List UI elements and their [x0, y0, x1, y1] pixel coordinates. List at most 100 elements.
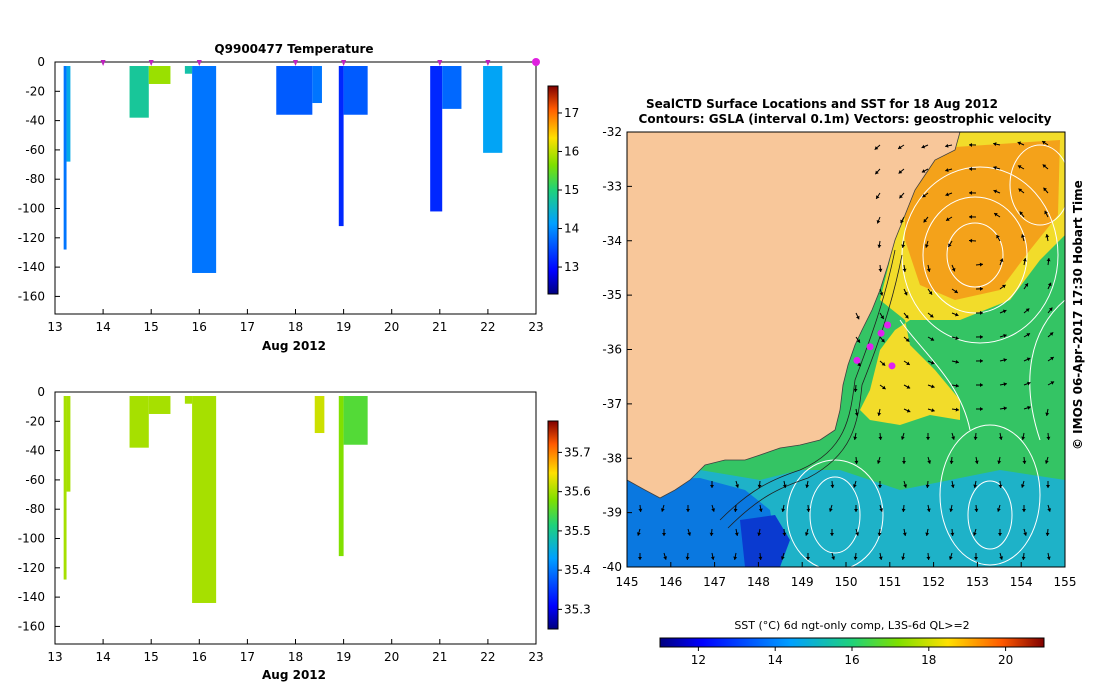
- velocity-arrowhead: [733, 508, 738, 512]
- profile-bar: [66, 396, 71, 492]
- velocity-arrowhead: [931, 408, 935, 413]
- velocity-arrowhead: [950, 532, 955, 536]
- y-tick-label: -140: [18, 590, 45, 604]
- colorbar-tick-label: 16: [564, 144, 579, 158]
- map-y-tick-label: -37: [602, 397, 622, 411]
- y-tick-label: -40: [25, 114, 45, 128]
- velocity-arrowhead: [660, 508, 665, 512]
- velocity-arrowhead: [955, 407, 959, 412]
- velocity-arrowhead: [1003, 333, 1007, 338]
- velocity-arrowhead: [878, 436, 883, 440]
- velocity-arrowhead: [1046, 485, 1050, 488]
- velocity-arrowhead: [879, 508, 884, 512]
- y-tick-label: -20: [25, 84, 45, 98]
- velocity-arrowhead: [806, 557, 810, 560]
- velocity-arrowhead: [1046, 436, 1051, 440]
- colorbar-tick-label: 35.6: [564, 485, 591, 499]
- profile-bar: [192, 66, 217, 273]
- profile-bar: [192, 396, 217, 603]
- salinity-colorbar-ticks: 35.3 35.4 35.5 35.6 35.7: [558, 445, 591, 616]
- seal-location-marker: [866, 343, 874, 351]
- map-y-tick-label: -36: [602, 343, 622, 357]
- station-marker: [437, 60, 443, 66]
- velocity-arrowhead: [687, 532, 692, 536]
- temperature-chart-title: Q9900477 Temperature: [214, 42, 373, 56]
- velocity-arrowhead: [880, 315, 884, 319]
- velocity-arrowhead: [998, 484, 1003, 488]
- velocity-arrowhead: [903, 484, 908, 488]
- map-x-tick-label: 147: [703, 575, 726, 589]
- x-tick-label: 13: [47, 320, 62, 334]
- velocity-arrowhead: [853, 556, 858, 560]
- map-y-tick-label: -32: [602, 125, 622, 139]
- velocity-arrowhead: [1025, 308, 1030, 312]
- velocity-arrowhead: [1020, 234, 1025, 238]
- colorbar-tick-label: 14: [564, 222, 579, 236]
- colorbar-tick-label: 35.7: [564, 445, 591, 459]
- velocity-arrowhead: [1049, 332, 1054, 336]
- velocity-arrowhead: [946, 217, 950, 221]
- velocity-arrowhead: [901, 556, 906, 560]
- temperature-colorbar-ticks: 13 14 15 16 17: [558, 106, 579, 274]
- velocity-arrowhead: [998, 533, 1002, 536]
- colorbar-tick-label: 35.4: [564, 563, 591, 577]
- y-tick-label: 0: [37, 55, 45, 69]
- velocity-arrowhead: [805, 484, 810, 488]
- station-marker: [341, 60, 347, 66]
- velocity-arrowhead: [782, 532, 787, 536]
- map-side-label: © IMOS 06-Apr-2017 17:30 Hobart Time: [1071, 180, 1085, 450]
- velocity-arrowhead: [1043, 187, 1047, 192]
- y-tick-label: -160: [18, 289, 45, 303]
- sst-colorbar-tick-label: 12: [691, 653, 706, 667]
- map-x-tick-label: 154: [1010, 575, 1033, 589]
- velocity-arrowhead: [972, 532, 977, 536]
- salinity-profiles: [63, 396, 368, 603]
- velocity-arrowhead: [1022, 509, 1026, 512]
- sst-colorbar-tick-label: 20: [998, 653, 1013, 667]
- velocity-arrowhead: [969, 238, 973, 243]
- velocity-arrowhead: [830, 484, 835, 488]
- velocity-arrowhead: [857, 362, 861, 367]
- x-tick-label: 21: [432, 320, 447, 334]
- velocity-arrowhead: [1022, 258, 1027, 262]
- velocity-arrowhead: [979, 382, 983, 387]
- velocity-arrowhead: [1045, 234, 1050, 238]
- map-x-tick-label: 148: [747, 575, 770, 589]
- velocity-arrowhead: [924, 244, 929, 248]
- velocity-arrowhead: [1050, 381, 1055, 385]
- map-x-tick-label: 149: [791, 575, 814, 589]
- velocity-arrowhead: [974, 508, 979, 512]
- map-y-tick-label: -33: [602, 179, 622, 193]
- velocity-arrowhead: [1003, 358, 1007, 363]
- velocity-arrowhead: [735, 484, 740, 488]
- map-subtitle: Contours: GSLA (interval 0.1m) Vectors: …: [639, 112, 1052, 126]
- velocity-arrowhead: [1042, 164, 1047, 168]
- velocity-arrowhead: [1002, 309, 1007, 314]
- x-tick-label: 22: [480, 320, 495, 334]
- station-marker: [532, 58, 540, 66]
- velocity-arrowhead: [898, 145, 902, 149]
- velocity-arrowhead: [998, 436, 1003, 440]
- map-x-tick-label: 155: [1054, 575, 1077, 589]
- velocity-arrowhead: [905, 338, 910, 342]
- velocity-arrowhead: [930, 337, 935, 341]
- velocity-arrowhead: [1027, 381, 1031, 386]
- velocity-arrowhead: [900, 436, 905, 440]
- velocity-arrowhead: [945, 143, 949, 148]
- velocity-arrowhead: [926, 437, 930, 440]
- velocity-arrowhead: [1050, 357, 1054, 361]
- y-tick-label: -80: [25, 172, 45, 186]
- land-mass: [627, 132, 961, 499]
- velocity-arrowhead: [993, 165, 997, 170]
- velocity-arrowhead: [979, 286, 983, 291]
- velocity-arrowhead: [1044, 460, 1049, 464]
- x-tick-label: 21: [432, 650, 447, 664]
- velocity-arrowhead: [1023, 532, 1028, 536]
- velocity-arrowhead: [1046, 258, 1051, 262]
- velocity-arrowhead: [955, 383, 959, 388]
- map-x-tick-label: 152: [922, 575, 945, 589]
- velocity-arrowhead: [993, 142, 997, 147]
- velocity-arrowhead: [954, 289, 958, 293]
- velocity-arrowhead: [854, 460, 859, 464]
